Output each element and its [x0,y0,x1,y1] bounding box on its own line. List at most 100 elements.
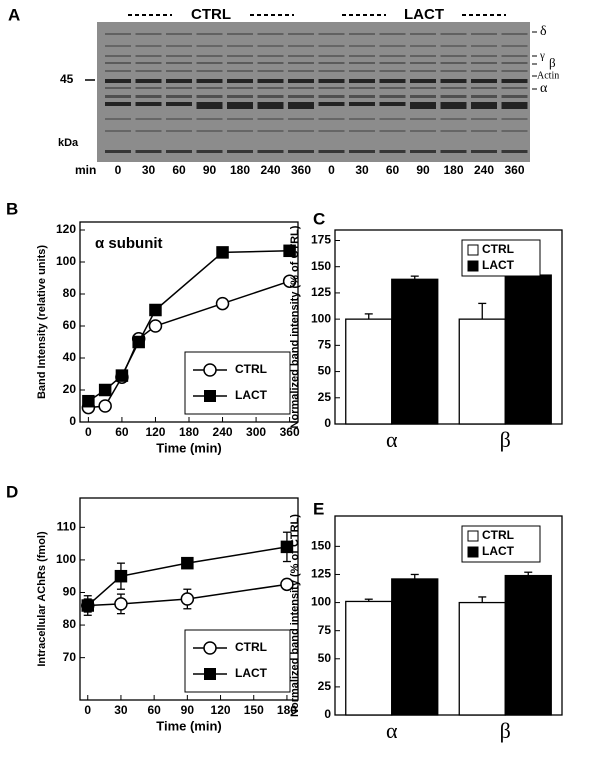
y-tick-label: 20 [63,382,77,396]
gel-image [97,22,530,162]
gel-band [227,62,253,64]
gel-band [105,62,131,64]
gel-band [318,150,345,153]
gel-band [318,95,345,98]
panel-label: B [6,199,18,218]
gel-band [471,130,497,132]
gel-band [196,33,223,35]
gel-band [471,102,497,109]
gel-band [196,102,223,109]
gel-band [135,150,162,153]
panel-label: C [313,209,325,228]
gel-band [501,33,528,35]
legend-swatch [467,260,479,272]
gel-band [349,62,375,64]
y-tick-label: 25 [318,390,332,404]
gel-band [410,62,436,64]
gel-band [135,62,162,64]
legend-marker [204,390,216,402]
gel-band [166,118,192,120]
gel-band [288,45,314,47]
gel-band [227,95,253,98]
gel-band [501,70,528,72]
gel-band [288,70,314,72]
gel-band [440,70,467,72]
gel-band [166,102,192,106]
legend-box [184,351,291,415]
gel-band [257,33,284,35]
gel-band [196,45,223,47]
gel-band [288,55,314,57]
gel-band [257,62,284,64]
gel-band [227,130,253,132]
gel-band [257,102,284,109]
legend-label: CTRL [482,528,514,542]
marker [98,399,112,413]
gel-band [379,62,406,64]
gel-band [288,33,314,35]
gel-band [318,45,345,47]
gel-band [349,70,375,72]
x-tick-label: 90 [181,703,195,717]
gel-band [135,130,162,132]
legend-label: CTRL [482,242,514,256]
gel-band [410,150,436,153]
gel-band [349,45,375,47]
gel-band [257,79,284,83]
gel-band [501,150,528,153]
gel-band [440,55,467,57]
gel-band [227,87,253,89]
gel-band [288,62,314,64]
gel-band [196,150,223,153]
band-label: Actin [537,70,559,81]
gel-band [501,130,528,132]
gel-band [257,130,284,132]
gel-band [318,102,345,106]
lane-label: 360 [504,163,524,177]
gel-band [288,102,314,109]
gel-band [288,130,314,132]
series-line [87,546,288,607]
y-tick-label: 0 [324,707,331,721]
bar [504,274,552,425]
y-tick-label: 40 [63,350,77,364]
marker [114,597,128,611]
y-tick-label: 60 [63,318,77,332]
marker [81,599,94,612]
gel-band [166,95,192,98]
gel-band [135,95,162,98]
gel-band [501,95,528,98]
gel-band [379,102,406,106]
gel-band [410,87,436,89]
lane-label: 30 [355,163,369,177]
y-tick-label: 0 [69,414,76,428]
gel-band [105,79,131,83]
gel-band [318,118,345,120]
x-tick-label: 0 [84,703,91,717]
category-label: α [386,427,398,452]
marker [148,319,163,333]
gel-band [349,150,375,153]
gel-band [501,79,528,83]
y-tick-label: 100 [311,311,331,325]
marker [280,577,294,592]
marker [280,540,294,554]
y-tick-label: 80 [63,617,77,631]
y-tick-label: 110 [57,519,77,533]
y-tick-label: 120 [56,222,76,236]
gel-band [166,45,192,47]
gel-band [410,55,436,57]
gel-band [105,70,131,72]
group-label: LACT [404,6,444,23]
marker [283,244,296,258]
gel-band [379,33,406,35]
gel-band [471,79,497,83]
legend-label: LACT [482,544,515,558]
gel-band [257,95,284,98]
unit-label: kDa [58,137,79,149]
gel-band [440,79,467,83]
panel-label: A [8,5,20,24]
gel-band [227,55,253,57]
gel-band [349,130,375,132]
